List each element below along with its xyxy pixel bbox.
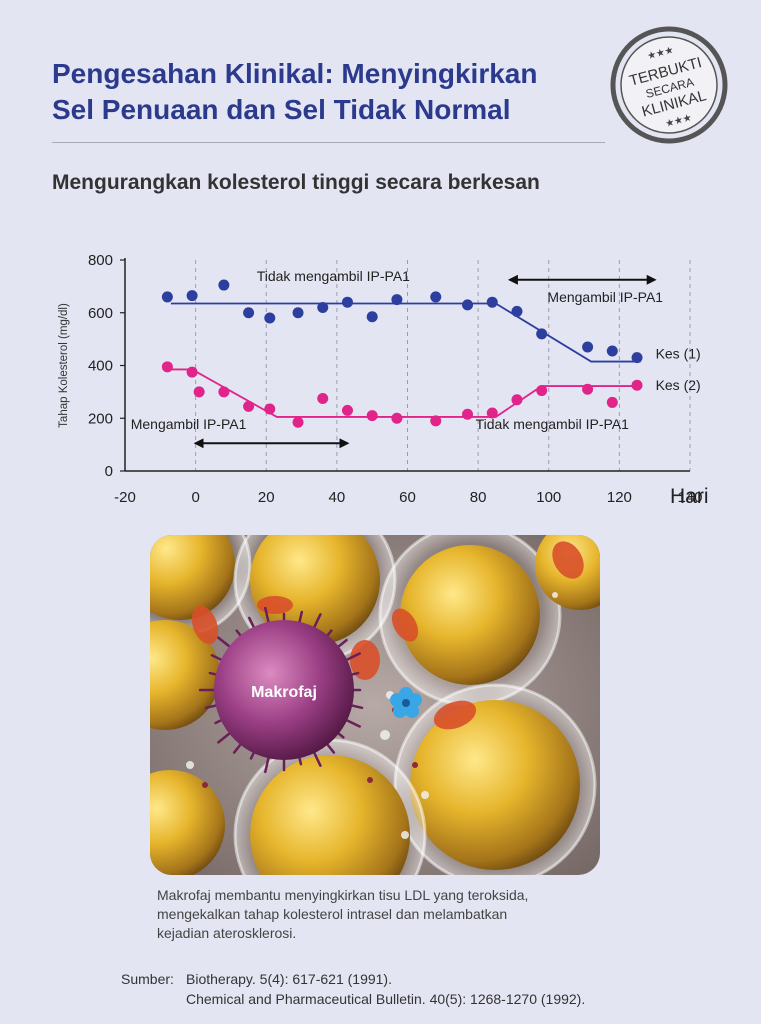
red-blood-cells: [191, 541, 584, 730]
annotations: Kes (1) Kes (2) Tidak mengambil IP-PA1 Meng…: [131, 268, 701, 449]
trend-line-2: [170, 368, 641, 418]
y-tick-label: 400: [88, 358, 113, 375]
annotation-1: Tidak mengambil IP-PA1: [257, 268, 410, 284]
data-point: [317, 392, 329, 404]
annotation-2: Mengambil IP-PA1: [547, 289, 663, 305]
data-point: [606, 396, 618, 408]
macrophage-illustration: Makrofaj: [150, 535, 600, 875]
source-ref-1: Biotherapy. 5(4): 617-621 (1991).: [186, 971, 392, 987]
series-label-2: Kes (2): [656, 377, 701, 393]
blue-flower-icon: [390, 687, 422, 718]
source-ref-2: Chemical and Pharmaceutical Bulletin. 40…: [186, 991, 586, 1007]
macrophage-label: Makrofaj: [251, 684, 317, 701]
x-tick-label: -20: [114, 489, 136, 506]
data-point: [536, 328, 548, 340]
data-point: [264, 312, 276, 324]
data-point: [341, 296, 353, 308]
x-tick-label: 100: [536, 489, 561, 506]
series-label-1: Kes (1): [656, 346, 701, 362]
data-point: [341, 404, 353, 416]
data-point: [430, 415, 442, 427]
data-point: [218, 279, 230, 291]
title-divider: [52, 142, 605, 143]
data-point: [582, 383, 594, 395]
caption-line-3: kejadian aterosklerosi.: [157, 925, 297, 941]
data-point: [243, 307, 255, 319]
x-tick-label: 140: [677, 489, 702, 506]
data-point: [292, 307, 304, 319]
data-point: [161, 291, 173, 303]
title-line-2: Sel Penuaan dan Sel Tidak Normal: [52, 94, 511, 125]
y-tick-label: 800: [88, 252, 113, 269]
data-point: [462, 408, 474, 420]
chart-subtitle: Mengurangkan kolesterol tinggi secara be…: [52, 171, 540, 194]
data-point: [264, 403, 276, 415]
data-point: [292, 416, 304, 428]
source-label: Sumber:: [121, 971, 174, 987]
data-point: [511, 305, 523, 317]
y-axis-label: Tahap Kolesterol (mg/dl): [58, 303, 70, 428]
data-point: [511, 394, 523, 406]
page-title: Pengesahan Klinikal: Menyingkirkan Sel P…: [52, 56, 612, 128]
annotation-4: Tidak mengambil IP-PA1: [476, 416, 629, 432]
data-point: [462, 299, 474, 311]
data-point: [606, 345, 618, 357]
data-point: [161, 361, 173, 373]
data-point: [366, 311, 378, 323]
data-point: [486, 407, 498, 419]
caption-line-1: Makrofaj membantu menyingkirkan tisu LDL…: [157, 887, 529, 903]
clinically-proven-stamp: ★★★ TERBUKTI SECARA KLINIKAL ★★★: [610, 26, 728, 144]
data-point: [186, 366, 198, 378]
x-tick-label: 60: [399, 489, 416, 506]
trend-line-1: [170, 302, 641, 363]
y-tick-label: 200: [88, 410, 113, 427]
data-point: [631, 379, 643, 391]
data-point: [193, 386, 205, 398]
data-point: [243, 400, 255, 412]
illustration-caption: Makrofaj membantu menyingkirkan tisu LDL…: [157, 886, 597, 943]
data-point: [186, 290, 198, 302]
sources: Sumber: Biotherapy. 5(4): 617-621 (1991).…: [121, 969, 585, 1009]
x-tick-label: 40: [329, 489, 346, 506]
data-point: [391, 294, 403, 306]
title-line-1: Pengesahan Klinikal: Menyingkirkan: [52, 58, 538, 89]
data-point: [366, 410, 378, 422]
y-tick-label: 0: [105, 463, 113, 480]
x-tick-label: 80: [470, 489, 487, 506]
data-point: [391, 412, 403, 424]
x-axis-label: Hari: [670, 485, 709, 508]
macrophage: Makrofaj: [198, 606, 364, 774]
data-points: [161, 279, 643, 428]
caption-line-2: mengekalkan tahap kolesterol intrasel da…: [157, 906, 508, 922]
x-tick-label: 20: [258, 489, 275, 506]
data-point: [317, 301, 329, 313]
data-point: [486, 296, 498, 308]
data-point: [582, 341, 594, 353]
annotation-3: Mengambil IP-PA1: [131, 416, 247, 432]
data-point: [631, 352, 643, 364]
data-point: [536, 385, 548, 397]
y-tick-label: 600: [88, 305, 113, 322]
lipid-cells: [150, 535, 600, 875]
data-point: [430, 291, 442, 303]
grid: [195, 260, 691, 471]
trend-lines: [170, 302, 641, 418]
data-point: [218, 386, 230, 398]
x-tick-label: 0: [191, 489, 199, 506]
x-tick-label: 120: [607, 489, 632, 506]
